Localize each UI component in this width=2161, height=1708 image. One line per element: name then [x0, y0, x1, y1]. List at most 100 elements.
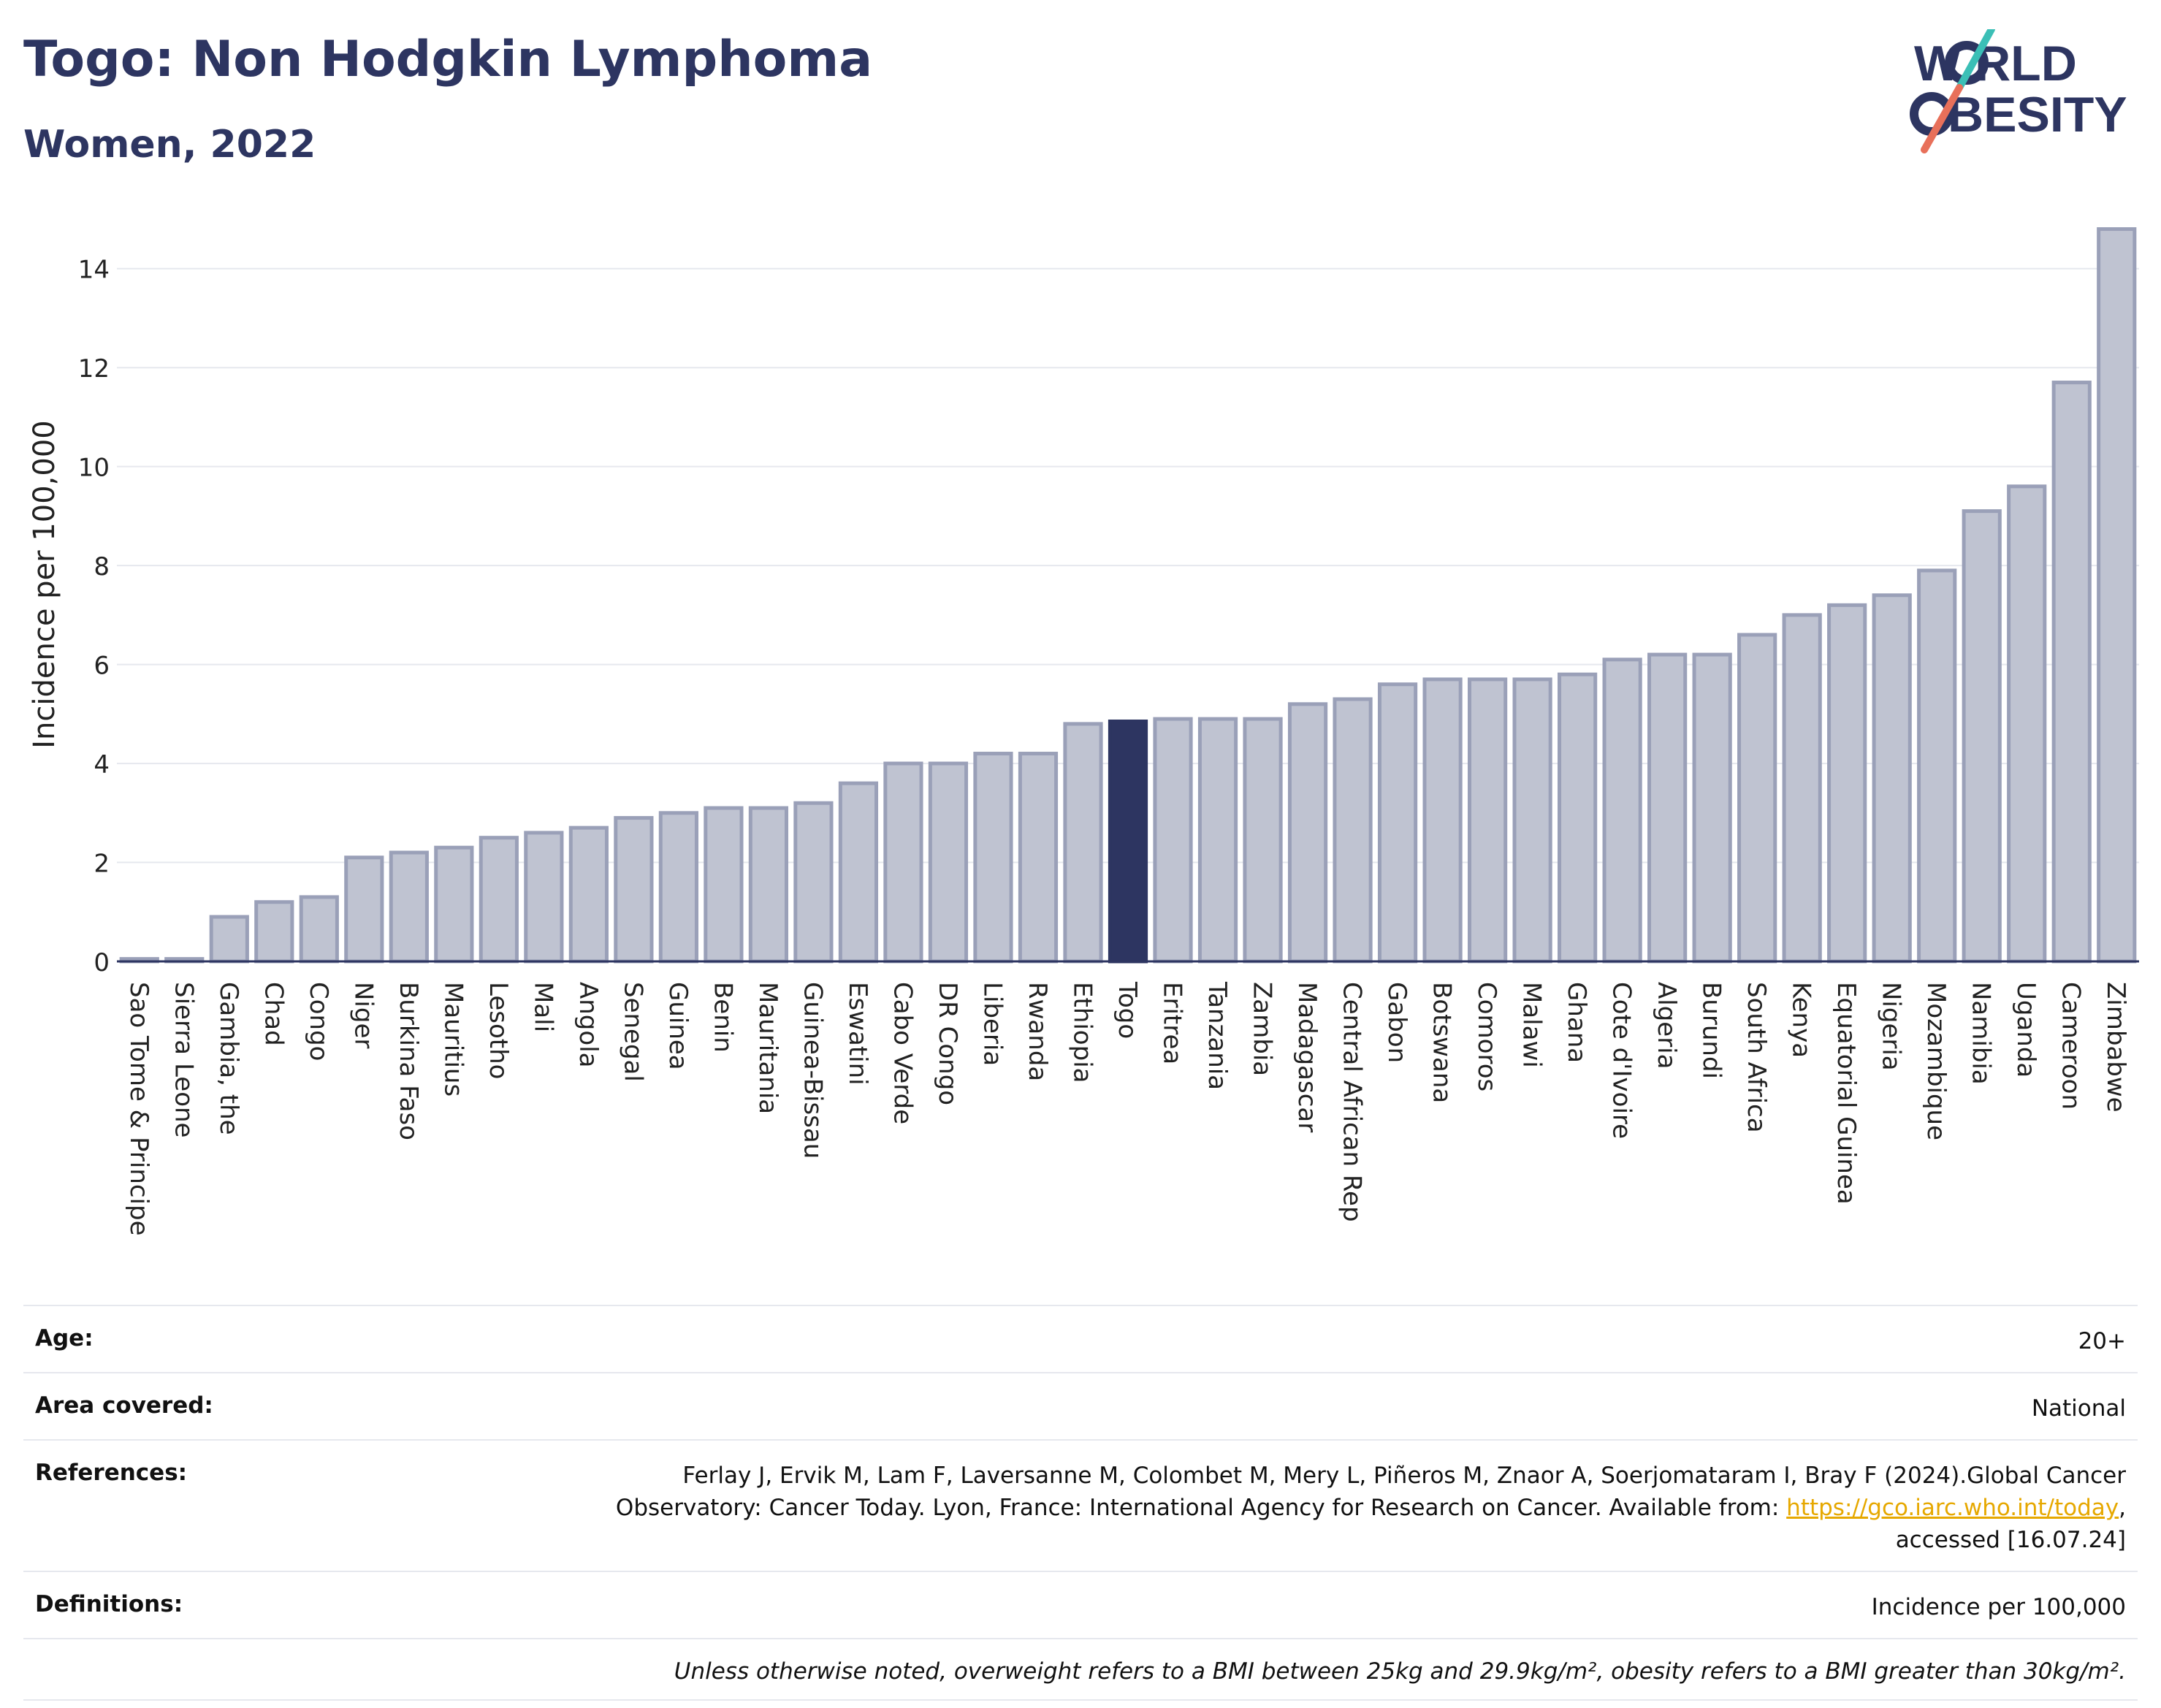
bar	[1197, 717, 1238, 964]
bar	[748, 806, 789, 964]
bar	[1333, 697, 1373, 964]
age-label: Age:	[35, 1325, 94, 1351]
bar	[2007, 484, 2047, 964]
bar	[973, 752, 1013, 964]
bar	[1558, 672, 1598, 964]
x-tick-label: Chad	[259, 982, 288, 1046]
bar	[883, 761, 923, 964]
metadata-table: Age: 20+ Area covered: National Referenc…	[23, 1305, 2138, 1701]
x-tick-label: Angola	[573, 982, 603, 1067]
y-tick-label: 10	[78, 454, 110, 483]
x-tick-label: Mozambique	[1921, 982, 1951, 1140]
x-tick-label: Ghana	[1562, 982, 1591, 1063]
x-tick-label: Central African Rep	[1338, 982, 1367, 1222]
x-tick-label: Guinea-Bissau	[798, 982, 827, 1159]
bar	[1287, 702, 1328, 964]
x-tick-label: Gabon	[1382, 982, 1411, 1063]
x-tick-label: Eritrea	[1158, 982, 1187, 1064]
x-tick-label: Madagascar	[1292, 982, 1322, 1132]
references-link[interactable]: https://gco.iarc.who.int/today	[1786, 1495, 2119, 1521]
x-tick-label: Burundi	[1697, 982, 1726, 1079]
x-tick-label: Senegal	[618, 982, 647, 1082]
x-tick-label: Tanzania	[1203, 981, 1232, 1090]
references-label: References:	[35, 1460, 188, 1486]
bar	[568, 826, 609, 964]
logo-slash-teal	[1956, 29, 1995, 91]
bar	[614, 816, 654, 964]
meta-row-definitions: Definitions: Incidence per 100,000	[23, 1571, 2138, 1638]
bar	[793, 801, 834, 964]
meta-row-age: Age: 20+	[23, 1305, 2138, 1372]
bar	[1243, 717, 1283, 964]
bar	[1647, 652, 1688, 964]
x-tick-label: Liberia	[977, 982, 1007, 1066]
bar	[928, 761, 969, 964]
y-tick-label: 2	[94, 850, 110, 879]
definitions-label: Definitions:	[35, 1591, 183, 1617]
bar	[434, 845, 474, 964]
x-tick-label: Equatorial Guinea	[1832, 982, 1861, 1205]
bar	[1602, 657, 1642, 964]
references-line3: accessed [16.07.24]	[1895, 1527, 2126, 1553]
x-tick-label: DR Congo	[933, 982, 962, 1105]
y-tick-label: 0	[94, 948, 110, 977]
bar	[209, 915, 249, 964]
x-tick-label: Namibia	[1967, 982, 1996, 1085]
bar	[1692, 652, 1732, 964]
bar	[1063, 722, 1103, 964]
logo-line2: BESITY	[1948, 87, 2127, 142]
bar	[1467, 677, 1508, 964]
bar	[389, 850, 429, 964]
references-value: Ferlay J, Ervik M, Lam F, Laversanne M, …	[616, 1460, 2126, 1556]
bar	[479, 836, 519, 964]
references-line2-end: ,	[2119, 1495, 2126, 1521]
bar	[344, 855, 384, 964]
bar	[1422, 677, 1463, 964]
logo-line1: W RLD	[1914, 36, 2077, 91]
x-tick-label: Niger	[348, 982, 378, 1048]
y-tick-label: 4	[94, 750, 110, 779]
age-value: 20+	[2078, 1328, 2126, 1354]
x-tick-label: Gambia, the	[214, 982, 243, 1135]
bar	[1512, 677, 1552, 964]
x-tick-label: Nigeria	[1877, 982, 1906, 1071]
bar	[2097, 227, 2137, 964]
bar	[254, 900, 294, 964]
area-value: National	[2031, 1395, 2126, 1422]
x-tick-label: Botswana	[1428, 982, 1457, 1103]
bar	[2051, 381, 2092, 964]
references-line1: Ferlay J, Ervik M, Lam F, Laversanne M, …	[682, 1463, 2126, 1489]
logo-slash-red	[1921, 84, 1963, 153]
x-tick-label: Algeria	[1652, 982, 1681, 1069]
bar	[1737, 633, 1777, 964]
bar	[1872, 593, 1912, 964]
x-tick-label: Uganda	[2011, 982, 2040, 1078]
x-tick-label: Cabo Verde	[888, 982, 917, 1124]
bar	[704, 806, 744, 964]
x-tick-label: Mauritania	[753, 982, 782, 1114]
x-tick-label: Comoros	[1472, 982, 1501, 1091]
bar-chart: 0 2 4 6 8 10 12 14 Sao Tome & Principe Sierra Le…	[28, 227, 2139, 1236]
area-label: Area covered:	[35, 1392, 213, 1419]
x-tick-label: Cameroon	[2057, 982, 2086, 1110]
world-obesity-logo: W RLD BESITY	[1910, 29, 2127, 153]
x-tick-label: Benin	[708, 982, 737, 1053]
x-tick-label: Kenya	[1787, 982, 1816, 1058]
x-tick-label: Mali	[528, 982, 557, 1032]
x-tick-label: Sierra Leone	[169, 982, 198, 1137]
x-tick-label: Ethiopia	[1067, 982, 1097, 1083]
chart-title: Togo: Non Hodgkin Lymphoma	[23, 31, 873, 88]
x-tick-label: South Africa	[1742, 982, 1771, 1133]
x-tick-label: Togo	[1113, 981, 1142, 1039]
bar	[299, 895, 339, 964]
meta-row-area: Area covered: National	[23, 1372, 2138, 1439]
bar	[1827, 603, 1867, 964]
x-tick-label: Zimbabwe	[2101, 982, 2130, 1113]
bar	[1962, 509, 2002, 964]
bar	[1377, 682, 1418, 964]
y-axis-label: Incidence per 100,000	[28, 420, 61, 749]
y-tick-label: 8	[94, 552, 110, 582]
bar	[1782, 613, 1822, 964]
meta-row-note: Unless otherwise noted, overweight refer…	[23, 1638, 2138, 1701]
y-tick-label: 6	[94, 652, 110, 681]
